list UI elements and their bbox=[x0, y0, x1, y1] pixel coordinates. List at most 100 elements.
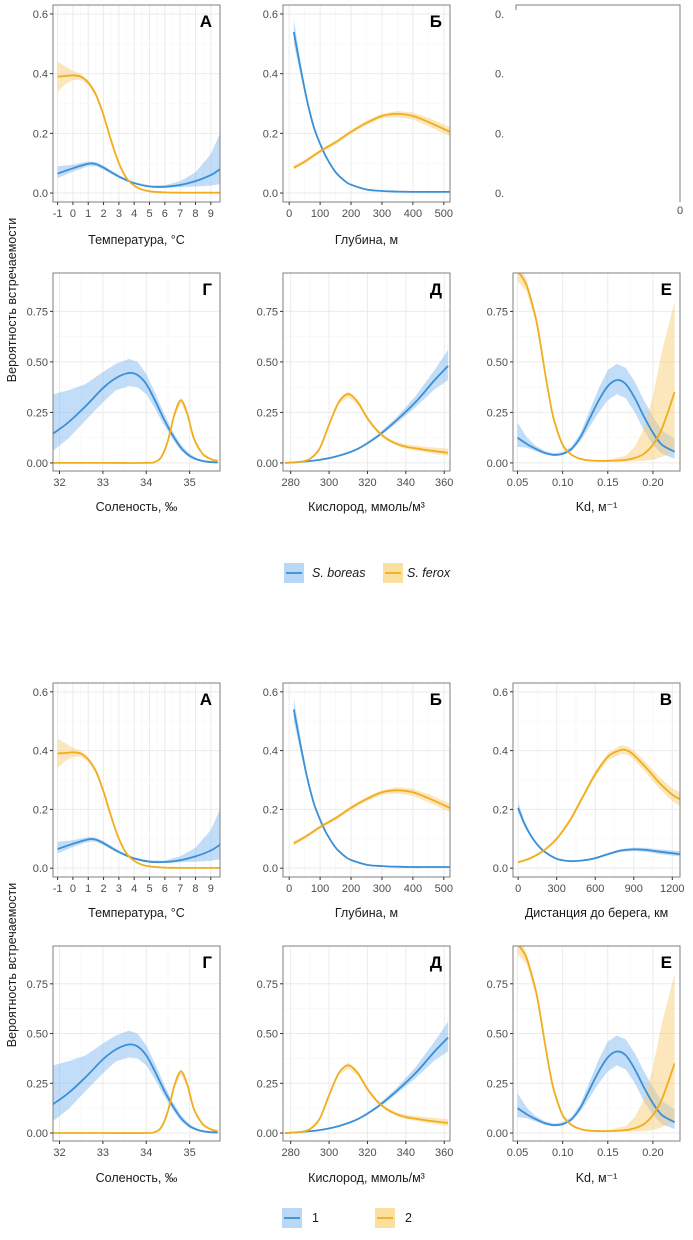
legend-label: S. boreas bbox=[312, 566, 366, 580]
x-tick-label: 0 bbox=[515, 883, 521, 895]
data-layer bbox=[284, 1021, 449, 1134]
series-line-2 bbox=[57, 74, 220, 194]
confidence-band-1 bbox=[517, 363, 675, 459]
series-line-2 bbox=[293, 112, 450, 169]
y-tick-fragment: 0. bbox=[495, 9, 504, 21]
x-tick-label: 200 bbox=[342, 208, 360, 220]
x-axis-title: Дистанция до берега, км bbox=[525, 906, 668, 920]
y-tick-label: 0.75 bbox=[257, 306, 278, 318]
y-tick-label: 0.4 bbox=[493, 746, 508, 758]
panel-6: 0.05 0.10 0.15 0.20 0.00 0.25 0.50 0.75 Е Kd, м⁻¹ bbox=[487, 945, 681, 1185]
blank-panel-cover bbox=[473, 1, 693, 248]
y-tick-label: 0.2 bbox=[263, 128, 278, 140]
x-tick-label: 9 bbox=[208, 883, 214, 895]
y-tick-label: 0.75 bbox=[27, 306, 48, 318]
x-tick-label: 500 bbox=[435, 883, 453, 895]
data-layer bbox=[53, 1030, 219, 1134]
x-tick-label: 0 bbox=[286, 883, 292, 895]
x-tick-label: 0.10 bbox=[552, 477, 573, 489]
y-tick-label: 0.2 bbox=[493, 804, 508, 816]
panel-label: Г bbox=[202, 953, 212, 972]
x-tick-label: 2 bbox=[100, 883, 106, 895]
y-tick-label: 0.00 bbox=[257, 458, 278, 470]
x-axis-title: Глубина, м bbox=[335, 233, 398, 247]
panel-label: Д bbox=[430, 280, 442, 299]
series-line-1 bbox=[292, 31, 450, 193]
x-axis-title: Кислород, ммоль/м³ bbox=[308, 1171, 425, 1185]
x-tick-label: 600 bbox=[586, 883, 604, 895]
x-tick-label: 340 bbox=[397, 1147, 415, 1159]
confidence-band-1 bbox=[57, 809, 220, 863]
y-tick-label: 0.2 bbox=[33, 804, 48, 816]
x-axis-title: Kd, м⁻¹ bbox=[576, 500, 618, 514]
x-axis-title: Температура, °C bbox=[88, 906, 185, 920]
x-tick-label: 1 bbox=[85, 208, 91, 220]
y-tick-label: 0.00 bbox=[487, 458, 508, 470]
x-tick-label: 35 bbox=[184, 477, 196, 489]
x-tick-label: 360 bbox=[435, 1147, 453, 1159]
y-tick-label: 0.00 bbox=[257, 1128, 278, 1140]
x-tick-label: 3 bbox=[116, 883, 122, 895]
x-tick-label: 35 bbox=[184, 1147, 196, 1159]
series-line-1 bbox=[517, 1050, 676, 1127]
panel-label: Б bbox=[430, 690, 442, 709]
y-tick-label: 0.00 bbox=[27, 458, 48, 470]
plot-border bbox=[52, 4, 221, 203]
panel-4: 32 33 34 35 0.00 0.25 0.50 0.75 Г Соленость, ‰ bbox=[27, 272, 221, 514]
x-tick-label: 1 bbox=[85, 883, 91, 895]
y-tick-label: 0.0 bbox=[263, 188, 278, 200]
y-tick-label: 0.25 bbox=[487, 1078, 508, 1090]
y-tick-label: 0.25 bbox=[257, 1078, 278, 1090]
y-axis-title: Вероятность встречаемости bbox=[5, 883, 19, 1047]
series-line-1 bbox=[53, 1043, 218, 1134]
series-line-1 bbox=[57, 838, 220, 864]
x-tick-label: 33 bbox=[97, 477, 109, 489]
series-line-1 bbox=[516, 379, 676, 456]
data-layer bbox=[517, 745, 680, 864]
panel-4: 32 33 34 35 0.00 0.25 0.50 0.75 Г Соленость, ‰ bbox=[27, 945, 221, 1185]
x-tick-label: 0.20 bbox=[642, 477, 663, 489]
figure-top: Вероятность встречаемости-1 0 1 2 3 4 5 6 7 8 90.0… bbox=[5, 1, 693, 583]
y-tick-label: 0.6 bbox=[493, 687, 508, 699]
x-tick-label: 0.20 bbox=[642, 1147, 663, 1159]
y-tick-label: 0.50 bbox=[27, 357, 48, 369]
y-tick-label: 0.75 bbox=[257, 979, 278, 991]
x-tick-label: 280 bbox=[281, 1147, 299, 1159]
panel-label: Д bbox=[430, 953, 442, 972]
x-tick-label: 8 bbox=[192, 883, 198, 895]
y-tick-label: 0.00 bbox=[27, 1128, 48, 1140]
panel-label: Г bbox=[202, 280, 212, 299]
y-tick-label: 0.6 bbox=[33, 9, 48, 21]
plot-background bbox=[53, 273, 220, 471]
plot-border bbox=[512, 945, 681, 1142]
data-layer bbox=[292, 19, 450, 193]
x-tick-label: 280 bbox=[281, 477, 299, 489]
y-axis-title: Вероятность встречаемости bbox=[5, 218, 19, 382]
plot-border bbox=[52, 945, 221, 1142]
legend-label: 1 bbox=[312, 1211, 319, 1225]
x-tick-label: 0 bbox=[286, 208, 292, 220]
plot-border bbox=[282, 4, 451, 203]
y-tick-label: 0.00 bbox=[487, 1128, 508, 1140]
x-tick-label: 7 bbox=[177, 883, 183, 895]
x-axis-title: Соленость, ‰ bbox=[96, 500, 178, 514]
y-tick-label: 0.4 bbox=[263, 69, 278, 81]
panel-label: А bbox=[200, 12, 212, 31]
x-tick-label: 360 bbox=[435, 477, 453, 489]
y-tick-label: 0.50 bbox=[27, 1029, 48, 1041]
y-tick-fragment: 0. bbox=[495, 128, 504, 140]
y-tick-label: 0.2 bbox=[263, 804, 278, 816]
y-tick-label: 0.75 bbox=[487, 306, 508, 318]
x-tick-label: 0.05 bbox=[507, 477, 528, 489]
confidence-band-1 bbox=[284, 1021, 449, 1133]
x-tick-label: 200 bbox=[342, 883, 360, 895]
y-tick-label: 0.6 bbox=[33, 687, 48, 699]
series-line-1 bbox=[284, 1036, 449, 1134]
y-tick-label: 0.50 bbox=[257, 357, 278, 369]
y-tick-label: 0.50 bbox=[487, 357, 508, 369]
x-tick-label: 0 bbox=[70, 208, 76, 220]
legend-label: 2 bbox=[405, 1211, 412, 1225]
x-tick-label: 500 bbox=[435, 208, 453, 220]
x-tick-label: 300 bbox=[373, 208, 391, 220]
